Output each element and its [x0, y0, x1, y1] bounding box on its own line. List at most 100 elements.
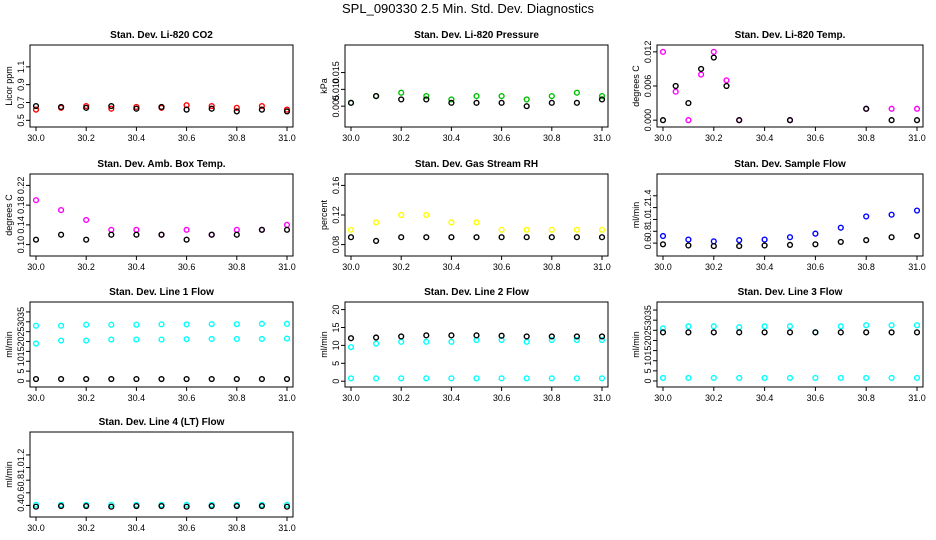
data-point-series-1: [659, 48, 667, 55]
y-tick-label: 1.2: [643, 201, 653, 214]
x-tick-label: 30.6: [807, 262, 825, 272]
y-tick-label: 25: [643, 325, 653, 335]
data-point-series-2: [523, 234, 530, 241]
x-tick-label: 30.2: [77, 133, 95, 143]
data-point-series-1: [108, 105, 115, 112]
y-tick-label: 0.18: [16, 196, 26, 214]
data-point-series-2: [863, 237, 870, 244]
data-point-series-1: [258, 320, 266, 327]
data-point-series-3: [913, 329, 921, 336]
data-point-series-1: [398, 211, 405, 219]
data-point-series-2: [812, 374, 819, 382]
panels: Stan. Dev. Li-820 CO2 30.0 30.2 30.4 30.6 30.…: [4, 30, 926, 533]
data-point-series-2: [398, 96, 405, 103]
y-tick-label: 35: [643, 305, 653, 315]
data-point-series-3: [523, 333, 530, 340]
data-point-series-2: [761, 374, 768, 382]
data-point-series-2: [812, 241, 819, 248]
data-point-series-2: [710, 54, 717, 61]
data-point-series-1: [888, 211, 895, 218]
x-tick-label: 30.8: [857, 262, 875, 272]
data-point-series-1: [598, 226, 606, 233]
data-point-series-1: [398, 338, 405, 345]
x-tick-label: 31.0: [278, 393, 296, 403]
data-point-series-2: [283, 108, 291, 115]
data-point-series-1: [347, 226, 355, 233]
y-axis-label: degrees C: [4, 194, 14, 236]
data-point-series-2: [913, 374, 921, 382]
data-point-series-2: [373, 92, 380, 100]
x-tick-label: 31.0: [278, 523, 296, 533]
data-point-series-2: [108, 336, 115, 343]
data-point-series-3: [548, 333, 555, 340]
data-point-series-3: [57, 375, 65, 383]
x-tick-label: 30.0: [654, 393, 672, 403]
data-point-series-2: [108, 102, 115, 110]
data-point-series-2: [183, 503, 190, 510]
data-point-series-3: [710, 329, 717, 336]
data-point-series-1: [373, 340, 380, 347]
y-tick-label: 0.08: [331, 236, 341, 254]
x-tick-label: 30.0: [27, 393, 45, 403]
data-point-series-2: [258, 502, 266, 510]
x-tick-label: 30.4: [128, 523, 146, 533]
x-tick-label: 30.8: [228, 262, 246, 272]
plot-frame: [29, 173, 294, 257]
data-point-series-1: [573, 226, 581, 233]
y-tick-label: 0.4: [16, 499, 26, 512]
data-point-series-1: [57, 206, 65, 214]
data-point-series-1: [786, 323, 794, 330]
data-point-series-2: [258, 106, 266, 113]
data-point-series-2: [548, 234, 555, 241]
data-point-series-1: [837, 323, 844, 330]
x-tick-label: 30.6: [178, 393, 196, 403]
data-point-series-1: [108, 321, 115, 328]
data-point-series-2: [888, 234, 895, 241]
data-point-series-1: [133, 321, 140, 328]
data-point-series-2: [133, 105, 140, 112]
data-point-series-1: [697, 71, 705, 78]
y-axis-label: percent: [319, 199, 329, 230]
data-point-series-2: [83, 502, 90, 510]
x-tick-label: 30.8: [857, 393, 875, 403]
y-tick-label: 5: [331, 361, 341, 366]
data-point-series-1: [32, 322, 40, 329]
data-point-series-3: [863, 329, 870, 336]
x-tick-label: 30.6: [807, 133, 825, 143]
data-point-series-2: [283, 335, 291, 342]
data-point-series-2: [888, 374, 895, 382]
y-axis-label: Licor ppm: [4, 66, 14, 106]
data-point-series-1: [233, 226, 240, 233]
figure-title: SPL_090330 2.5 Min. Std. Dev. Diagnostic…: [342, 1, 594, 16]
data-point-series-2: [32, 340, 40, 347]
x-tick-label: 30.4: [443, 133, 461, 143]
x-tick-label: 30.2: [392, 133, 410, 143]
y-tick-label: 30: [16, 317, 26, 327]
panel-1: Stan. Dev. Li-820 CO2 30.0 30.2 30.4 30.6 30.…: [4, 30, 296, 143]
data-point-series-3: [659, 329, 667, 336]
y-tick-label: 0.9: [16, 78, 26, 91]
x-tick-label: 30.8: [543, 262, 561, 272]
x-tick-label: 30.4: [128, 393, 146, 403]
x-tick-label: 30.8: [857, 133, 875, 143]
data-point-series-2: [423, 234, 430, 241]
y-tick-label: 10: [16, 356, 26, 366]
data-point-series-1: [347, 344, 355, 351]
y-tick-label: 0.16: [331, 177, 341, 195]
data-point-series-2: [208, 231, 215, 238]
panel-7: Stan. Dev. Line 1 Flow 30.0 30.2 30.4 30.6 30…: [4, 287, 296, 403]
data-point-series-1: [598, 336, 606, 344]
x-tick-label: 30.0: [654, 133, 672, 143]
data-point-series-2: [498, 375, 505, 382]
x-tick-label: 30.6: [493, 133, 511, 143]
y-tick-label: 0.10: [16, 236, 26, 254]
data-point-series-1: [423, 338, 430, 345]
data-point-series-2: [598, 96, 606, 103]
data-point-series-2: [83, 337, 90, 344]
data-point-series-1: [548, 226, 555, 233]
data-point-series-1: [913, 322, 921, 329]
y-tick-label: 5: [16, 369, 26, 374]
data-point-series-2: [448, 234, 455, 241]
y-axis-label: kPa: [319, 78, 329, 94]
x-tick-label: 30.6: [493, 393, 511, 403]
